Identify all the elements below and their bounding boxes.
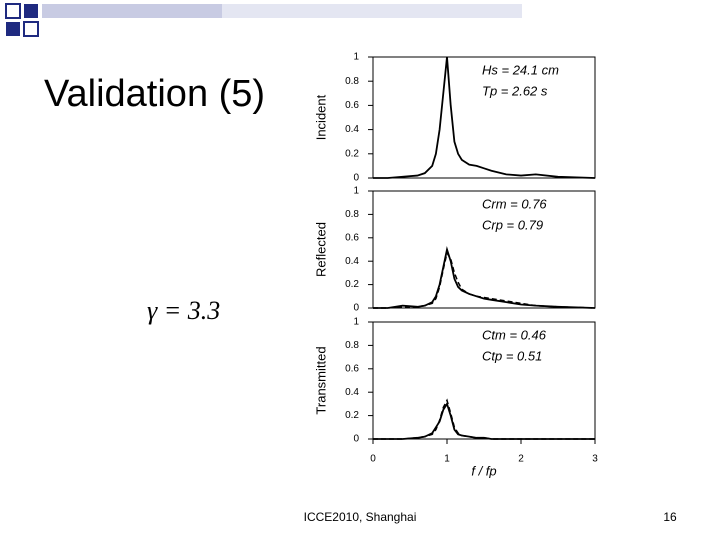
y-tick-label: 0.4: [345, 124, 359, 135]
y-axis-label: Incident: [313, 94, 328, 140]
slide-title: Validation (5): [44, 73, 265, 115]
annotation: Crp = 0.79: [482, 217, 543, 232]
y-tick-label: 0.6: [345, 232, 359, 243]
plot-frame: [372, 190, 596, 309]
y-axis-label: Transmitted: [313, 346, 328, 414]
y-tick-label: 1: [353, 186, 359, 197]
annotation: Ctm = 0.46: [482, 327, 547, 342]
spectrum-line: [373, 398, 595, 440]
y-tick-label: 0.8: [345, 76, 359, 87]
y-tick-label: 0.8: [345, 209, 359, 220]
y-tick-label: 0.6: [345, 363, 359, 374]
y-tick-label: 0: [353, 434, 359, 445]
annotation: Ctp = 0.51: [482, 348, 542, 363]
equation: γ = 3.3: [147, 296, 220, 325]
y-tick-label: 0.4: [345, 256, 359, 267]
plot-frame: [372, 321, 596, 440]
x-tick-label: 0: [370, 454, 376, 465]
y-tick-label: 0.4: [345, 387, 359, 398]
spectrum-line: [373, 251, 596, 309]
page-number: 16: [663, 510, 677, 524]
y-tick-label: 0.2: [345, 148, 359, 159]
x-tick-label: 3: [592, 454, 598, 465]
y-axis-label: Reflected: [313, 222, 328, 277]
x-tick-label: 2: [518, 454, 524, 465]
spectrum-line: [373, 401, 595, 440]
y-tick-label: 0: [353, 173, 359, 184]
y-tick-label: 0.8: [345, 340, 359, 351]
annotation: Tp = 2.62 s: [482, 83, 548, 98]
y-tick-label: 1: [353, 317, 359, 328]
annotation: Hs = 24.1 cm: [482, 62, 559, 77]
y-tick-label: 0.6: [345, 100, 359, 111]
y-tick-label: 0.2: [345, 410, 359, 421]
spectrum-line: [373, 245, 596, 309]
annotation: Crm = 0.76: [482, 196, 547, 211]
y-tick-label: 0: [353, 303, 359, 314]
y-tick-label: 0.2: [345, 279, 359, 290]
plot-frame: [372, 56, 596, 179]
corner-decoration: [5, 3, 522, 37]
y-tick-label: 1: [353, 52, 359, 63]
spectrum-line: [373, 56, 596, 179]
footer: ICCE2010, Shanghai: [304, 510, 417, 524]
x-axis-label: f / fp: [471, 463, 496, 478]
x-tick-label: 1: [444, 454, 450, 465]
